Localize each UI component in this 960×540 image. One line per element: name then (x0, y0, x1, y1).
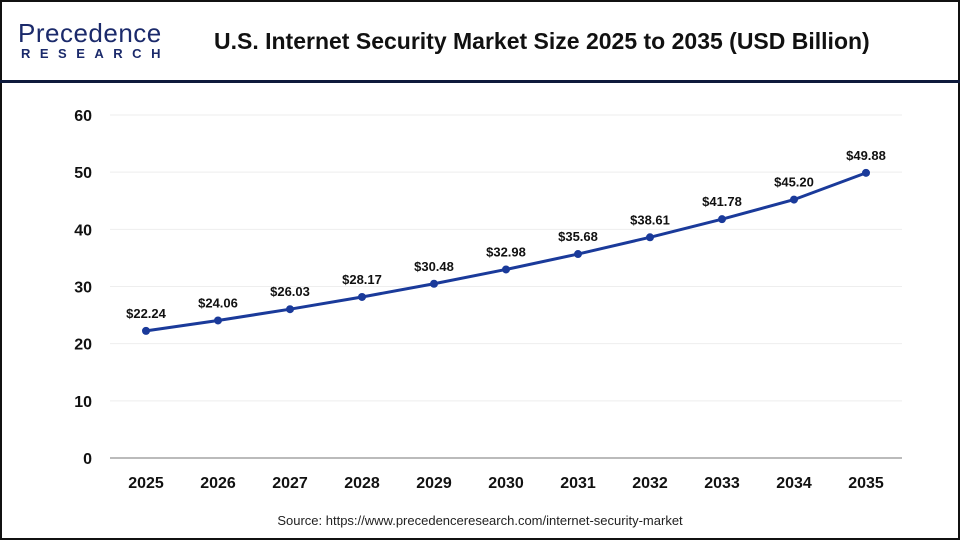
logo-text-top: Precedence (18, 18, 162, 48)
x-tick-label: 2029 (416, 475, 452, 492)
data-label: $49.88 (846, 148, 886, 163)
data-label: $35.68 (558, 229, 598, 244)
data-label: $38.61 (630, 212, 670, 227)
data-label: $26.03 (270, 284, 310, 299)
data-point (214, 316, 222, 325)
data-label: $32.98 (486, 244, 526, 259)
chart-title: U.S. Internet Security Market Size 2025 … (214, 28, 870, 54)
data-label: $28.17 (342, 272, 382, 287)
logo-text-bottom: RESEARCH (21, 46, 170, 61)
x-tick-label: 2026 (200, 475, 236, 492)
data-point (358, 292, 366, 301)
y-tick-label: 60 (74, 108, 92, 125)
data-label: $41.78 (702, 194, 742, 209)
data-point (862, 168, 870, 177)
y-tick-label: 20 (74, 337, 92, 354)
data-label: $30.48 (414, 259, 454, 274)
data-point (430, 279, 438, 288)
data-point (574, 250, 582, 259)
y-tick-label: 10 (74, 394, 92, 411)
data-point (286, 305, 294, 314)
x-tick-label: 2025 (128, 475, 164, 492)
source-note: Source: https://www.precedenceresearch.c… (277, 513, 683, 528)
data-point (718, 215, 726, 224)
header: Precedence RESEARCH U.S. Internet Securi… (0, 0, 960, 83)
y-tick-label: 40 (74, 222, 92, 239)
y-tick-label: 0 (83, 451, 92, 468)
y-tick-label: 50 (74, 165, 92, 182)
y-tick-label: 30 (74, 280, 92, 297)
x-tick-label: 2035 (848, 475, 884, 492)
data-label: $24.06 (198, 295, 238, 310)
data-point (502, 265, 510, 274)
x-tick-label: 2034 (776, 475, 812, 492)
data-point (790, 195, 798, 204)
x-tick-label: 2031 (560, 475, 596, 492)
data-point (646, 233, 654, 242)
x-tick-label: 2030 (488, 475, 524, 492)
data-label: $22.24 (126, 306, 167, 321)
data-point (142, 326, 150, 335)
data-label: $45.20 (774, 175, 814, 190)
precedence-research-logo: Precedence RESEARCH (18, 20, 170, 62)
x-tick-label: 2032 (632, 475, 668, 492)
x-tick-label: 2028 (344, 475, 380, 492)
x-tick-label: 2027 (272, 475, 308, 492)
x-tick-label: 2033 (704, 475, 740, 492)
